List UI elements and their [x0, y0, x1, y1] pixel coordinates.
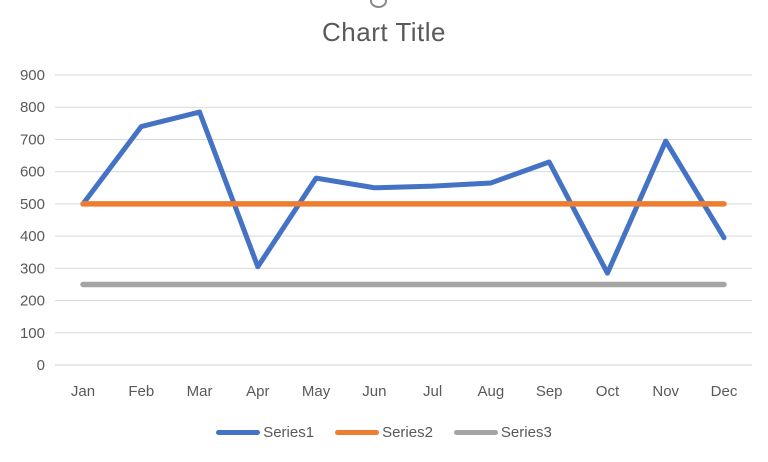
legend-label: Series1 [263, 424, 315, 441]
chart-title: Chart Title [322, 17, 446, 47]
x-tick-label: Sep [536, 383, 563, 400]
legend-label: Series2 [382, 424, 433, 441]
x-tick-label: Nov [652, 383, 679, 400]
y-tick-label: 100 [20, 325, 45, 342]
legend-item-series1: Series1 [216, 424, 314, 441]
x-tick-label: Mar [187, 383, 213, 400]
legend-item-series3: Series3 [453, 424, 552, 441]
x-tick-label: Aug [478, 383, 505, 400]
x-tick-label: May [302, 383, 331, 400]
y-tick-label: 800 [20, 99, 45, 116]
x-tick-label: Jun [362, 383, 386, 400]
y-tick-label: 200 [20, 293, 45, 310]
legend: Series1 Series2 Series3 [0, 424, 768, 441]
x-tick-label: Dec [711, 383, 738, 400]
legend-swatch-series2 [335, 430, 380, 435]
y-tick-label: 500 [20, 196, 45, 213]
legend-swatch-series3 [453, 430, 498, 435]
legend-label: Series3 [500, 424, 552, 441]
x-tick-label: Jul [423, 383, 442, 400]
x-tick-label: Feb [128, 383, 154, 400]
x-tick-label: Apr [246, 383, 269, 400]
y-tick-label: 400 [20, 228, 45, 245]
legend-swatch-series1 [216, 430, 261, 435]
legend-item-series2: Series2 [335, 424, 433, 441]
y-tick-label: 300 [20, 260, 45, 277]
cropped-text-fragment [370, 0, 387, 8]
x-tick-label: Jan [71, 383, 95, 400]
y-tick-label: 600 [20, 164, 45, 181]
y-tick-label: 700 [20, 131, 45, 148]
series-line-series1 [80, 109, 727, 276]
y-tick-label: 900 [20, 67, 45, 84]
x-tick-label: Oct [596, 383, 620, 400]
y-tick-label: 0 [37, 357, 45, 374]
